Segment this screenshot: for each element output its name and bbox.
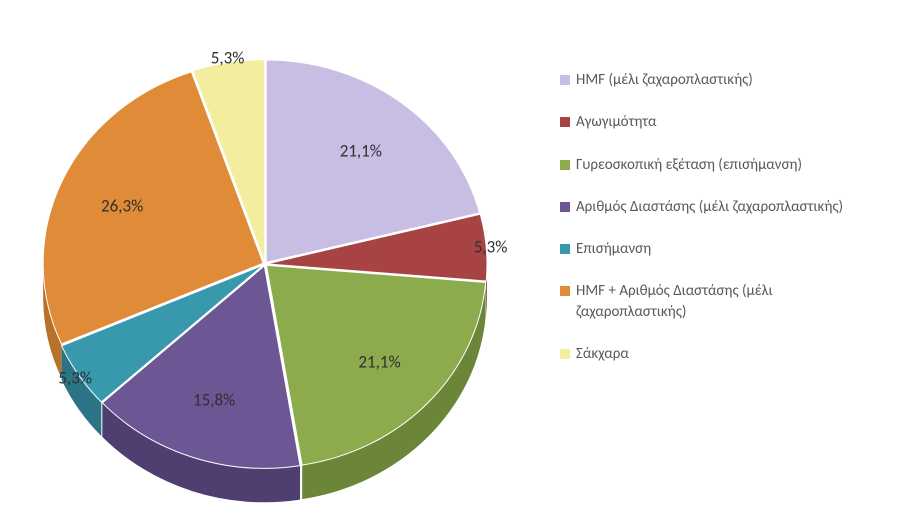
pie-chart: 21,1% 5,3% 21,1% 15,8% 5,3% 26,3% 5,3% (20, 10, 500, 507)
legend-item-conduct: Αγωγιμότητα (560, 112, 880, 132)
pie-svg (20, 10, 500, 507)
legend-label-hmf-diast: HMF + Αριθμός Διαστάσης (μέλι ζαχαροπλασ… (576, 281, 880, 322)
legend-label-hmf: HMF (μέλι ζαχαροπλαστικής) (576, 70, 753, 90)
legend-label-diast: Αριθμός Διαστάσης (μέλι ζαχαροπλαστικής) (576, 197, 843, 217)
legend-label-epis: Επισήμανση (576, 239, 651, 259)
legend-marker-gyro (560, 160, 570, 170)
legend-marker-epis (560, 244, 570, 254)
legend-item-hmf-diast: HMF + Αριθμός Διαστάσης (μέλι ζαχαροπλασ… (560, 281, 880, 322)
legend-marker-sugar (560, 349, 570, 359)
chart-container: 21,1% 5,3% 21,1% 15,8% 5,3% 26,3% 5,3% H… (0, 0, 903, 517)
legend-marker-hmf (560, 75, 570, 85)
legend-item-epis: Επισήμανση (560, 239, 880, 259)
legend-marker-diast (560, 202, 570, 212)
legend: HMF (μέλι ζαχαροπλαστικής) Αγωγιμότητα Γ… (560, 70, 880, 386)
legend-label-conduct: Αγωγιμότητα (576, 112, 656, 132)
legend-label-gyro: Γυρεοσκοπική εξέταση (επισήμανση) (576, 155, 802, 175)
legend-label-sugar: Σάκχαρα (576, 344, 629, 364)
legend-item-gyro: Γυρεοσκοπική εξέταση (επισήμανση) (560, 155, 880, 175)
pie-slice-gyro (266, 265, 485, 465)
legend-marker-conduct (560, 117, 570, 127)
legend-item-sugar: Σάκχαρα (560, 344, 880, 364)
legend-item-hmf: HMF (μέλι ζαχαροπλαστικής) (560, 70, 880, 90)
legend-marker-hmf-diast (560, 286, 570, 296)
legend-item-diast: Αριθμός Διαστάσης (μέλι ζαχαροπλαστικής) (560, 197, 880, 217)
